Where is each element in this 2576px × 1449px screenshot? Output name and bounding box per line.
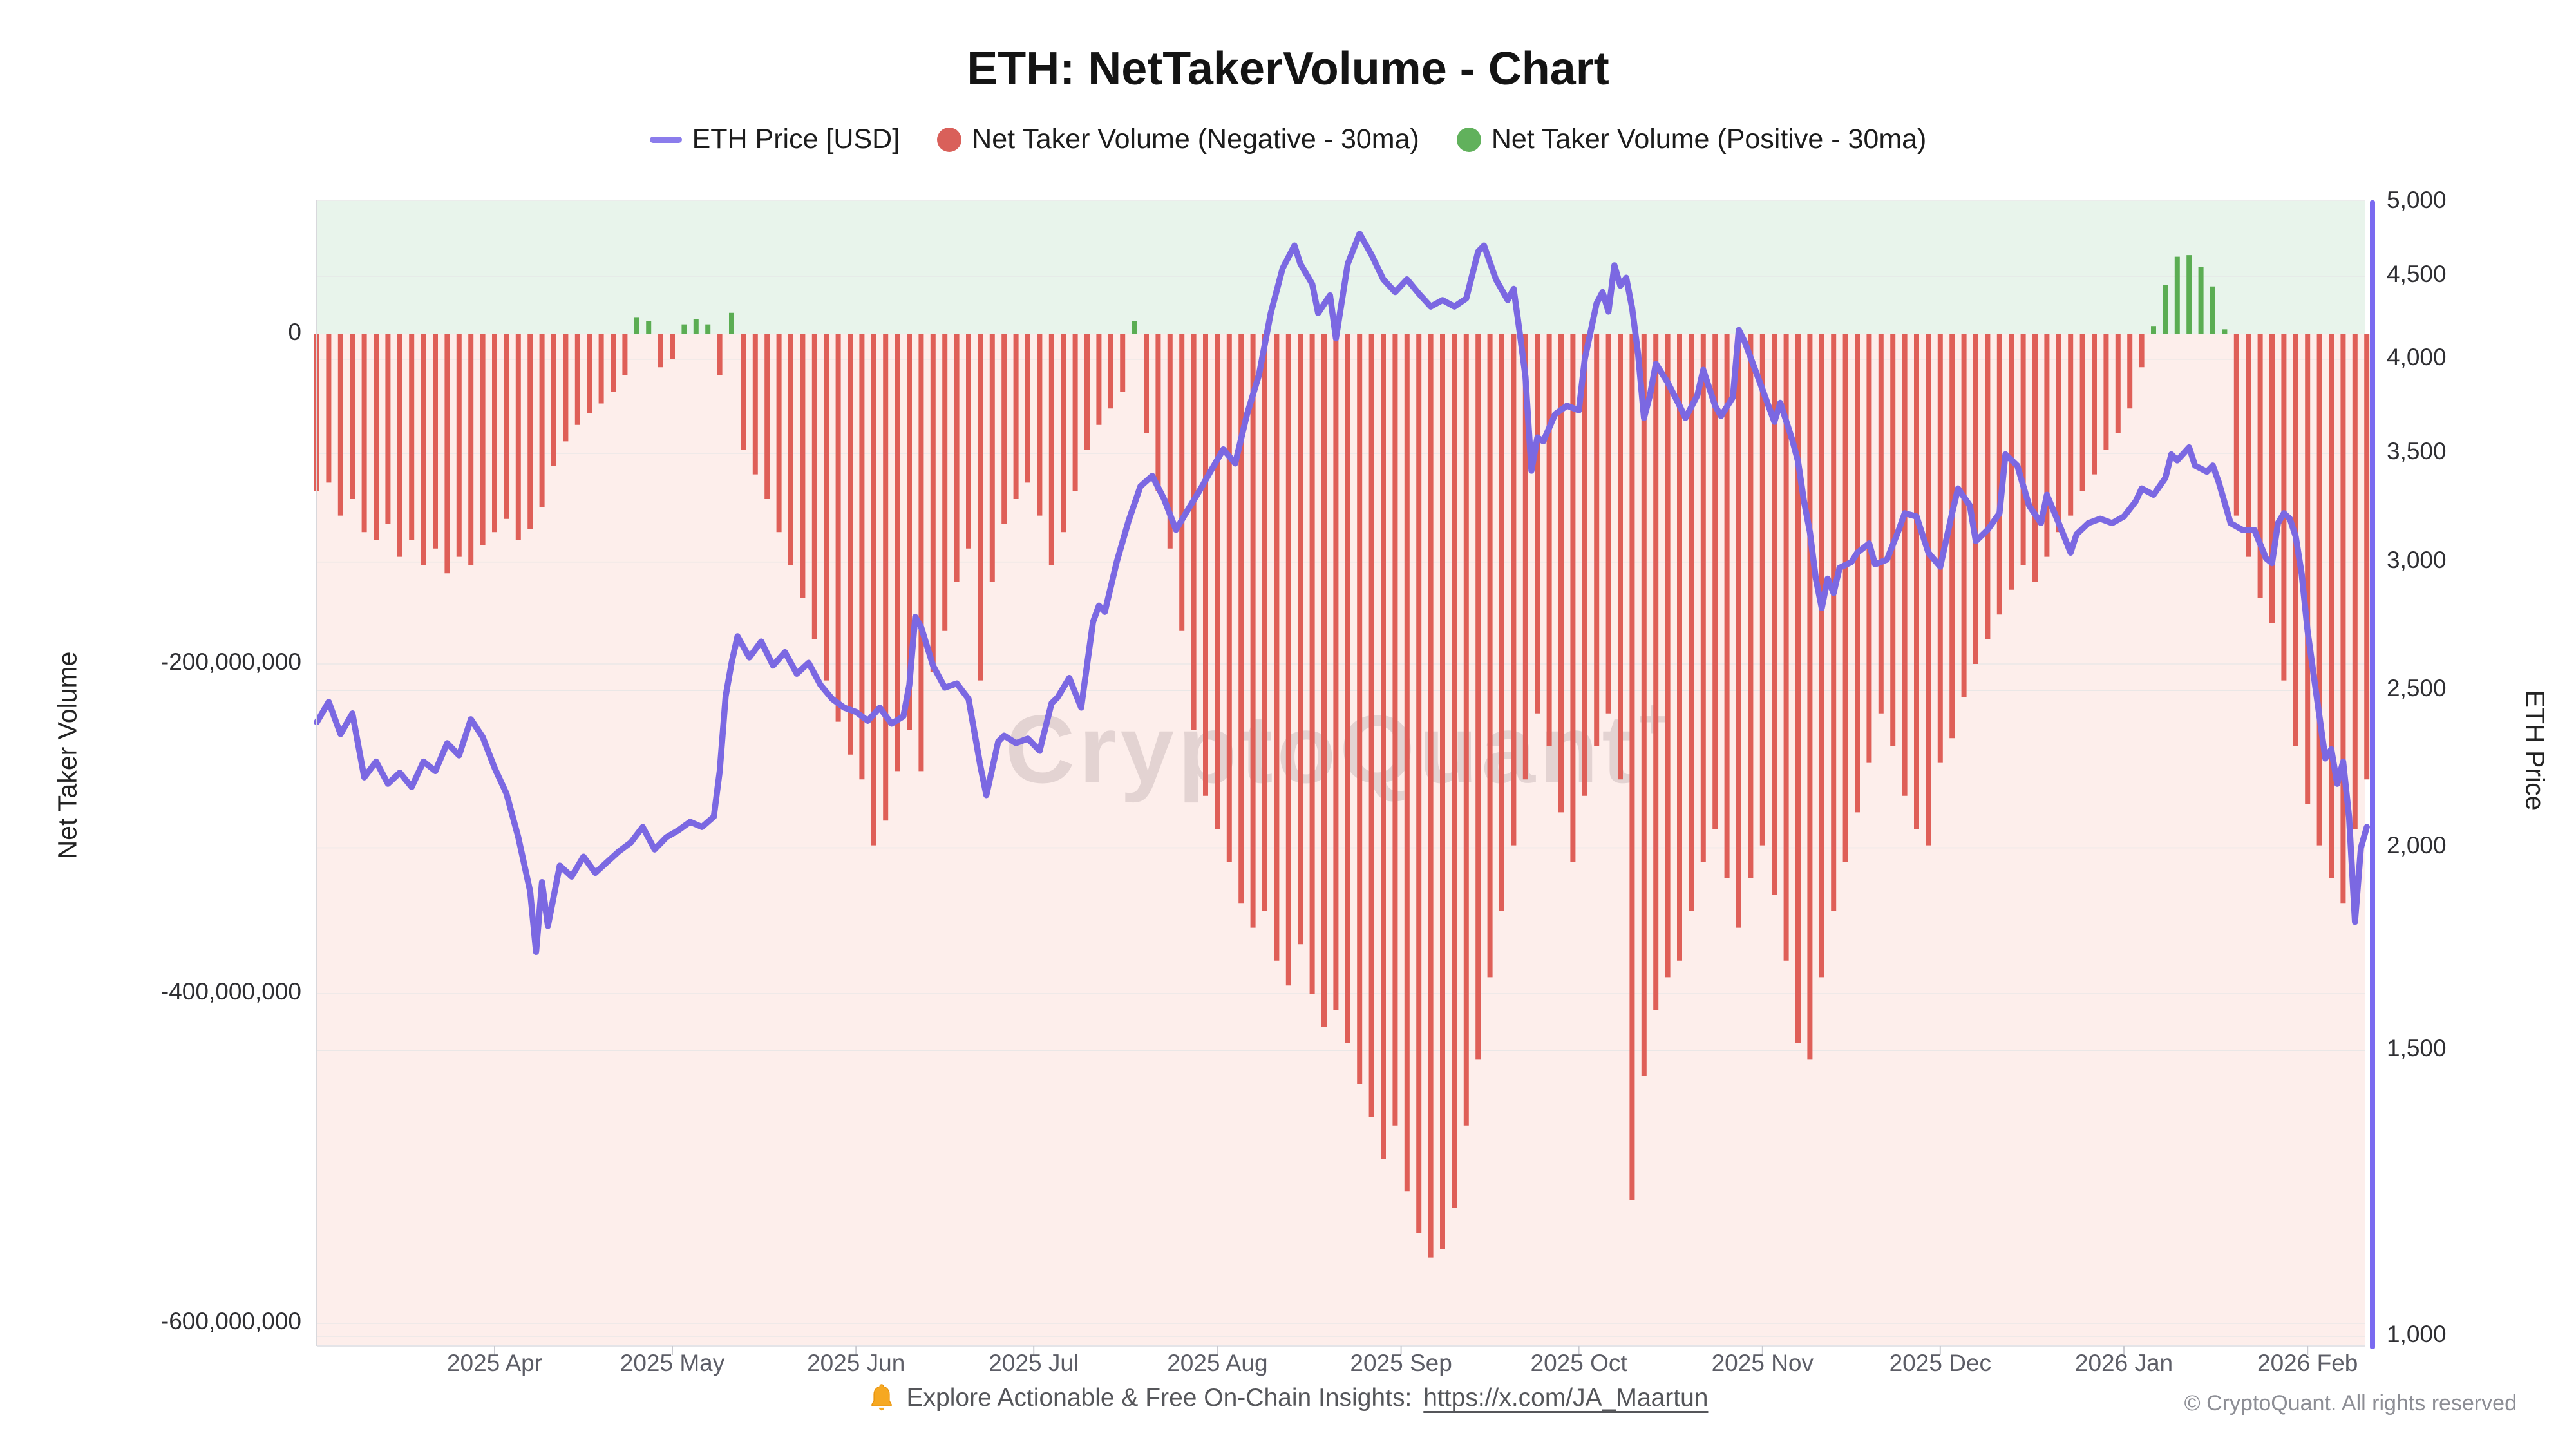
- x-axis-label: 2025 Jun: [807, 1350, 905, 1376]
- right-axis-line: [2370, 200, 2375, 1349]
- legend-label: ETH Price [USD]: [692, 124, 900, 155]
- x-axis-label: 2026 Feb: [2257, 1350, 2358, 1376]
- price-axis-tick: 2,000: [2387, 832, 2447, 859]
- left-axis-title: Net Taker Volume: [52, 651, 82, 860]
- line-marker-icon: [649, 136, 682, 143]
- price-axis-tick: 3,000: [2387, 546, 2447, 573]
- legend-item-eth-price[interactable]: ETH Price [USD]: [649, 124, 900, 155]
- price-line: [314, 231, 2370, 956]
- x-axis-label: 2025 Nov: [1711, 1350, 1814, 1376]
- volume-axis-tick: -200,000,000: [160, 649, 301, 675]
- volume-axis-tick: -600,000,000: [160, 1308, 301, 1334]
- volume-axis-tick: 0: [288, 319, 301, 345]
- x-axis-label: 2025 Apr: [446, 1350, 543, 1376]
- green-circle-icon: [1456, 127, 1481, 152]
- x-axis-label: 2025 Dec: [1889, 1350, 1991, 1376]
- legend-label: Net Taker Volume (Negative - 30ma): [972, 124, 1419, 155]
- footer-promo: Explore Actionable & Free On-Chain Insig…: [0, 1383, 2576, 1413]
- legend-label: Net Taker Volume (Positive - 30ma): [1491, 124, 1927, 155]
- price-axis-tick: 2,500: [2387, 675, 2447, 702]
- x-axis-label: 2025 Sep: [1350, 1350, 1452, 1376]
- footer-link[interactable]: https://x.com/JA_Maartun: [1423, 1384, 1709, 1412]
- left-spine: [316, 200, 317, 1346]
- price-axis-tick: 3,500: [2387, 437, 2447, 464]
- volume-axis-tick: -400,000,000: [160, 978, 301, 1005]
- red-circle-icon: [937, 127, 962, 152]
- price-axis-tick: 1,500: [2387, 1035, 2447, 1062]
- legend-item-net-taker-negative[interactable]: Net Taker Volume (Negative - 30ma): [937, 124, 1419, 155]
- price-axis-tick: 1,000: [2387, 1321, 2447, 1347]
- price-axis-tick: 4,000: [2387, 343, 2447, 370]
- copyright-notice: © CryptoQuant. All rights reserved: [2184, 1391, 2517, 1416]
- footer-promo-text: Explore Actionable & Free On-Chain Insig…: [906, 1384, 1412, 1412]
- x-axis-label: 2025 Aug: [1167, 1350, 1268, 1376]
- x-axis-label: 2025 May: [620, 1350, 725, 1376]
- x-axis-label: 2025 Jul: [989, 1350, 1079, 1376]
- price-axis-tick: 4,500: [2387, 260, 2447, 287]
- legend-item-net-taker-positive[interactable]: Net Taker Volume (Positive - 30ma): [1456, 124, 1927, 155]
- x-axis-label: 2026 Jan: [2074, 1350, 2174, 1376]
- x-axis-label: 2025 Oct: [1530, 1350, 1627, 1376]
- page-title: ETH: NetTakerVolume - Chart: [967, 43, 1609, 95]
- bell-icon: [871, 1384, 892, 1411]
- legend: ETH Price [USD] Net Taker Volume (Negati…: [0, 124, 2576, 155]
- right-axis-title: ETH Price: [2520, 690, 2550, 811]
- price-axis-tick: 5,000: [2387, 186, 2447, 213]
